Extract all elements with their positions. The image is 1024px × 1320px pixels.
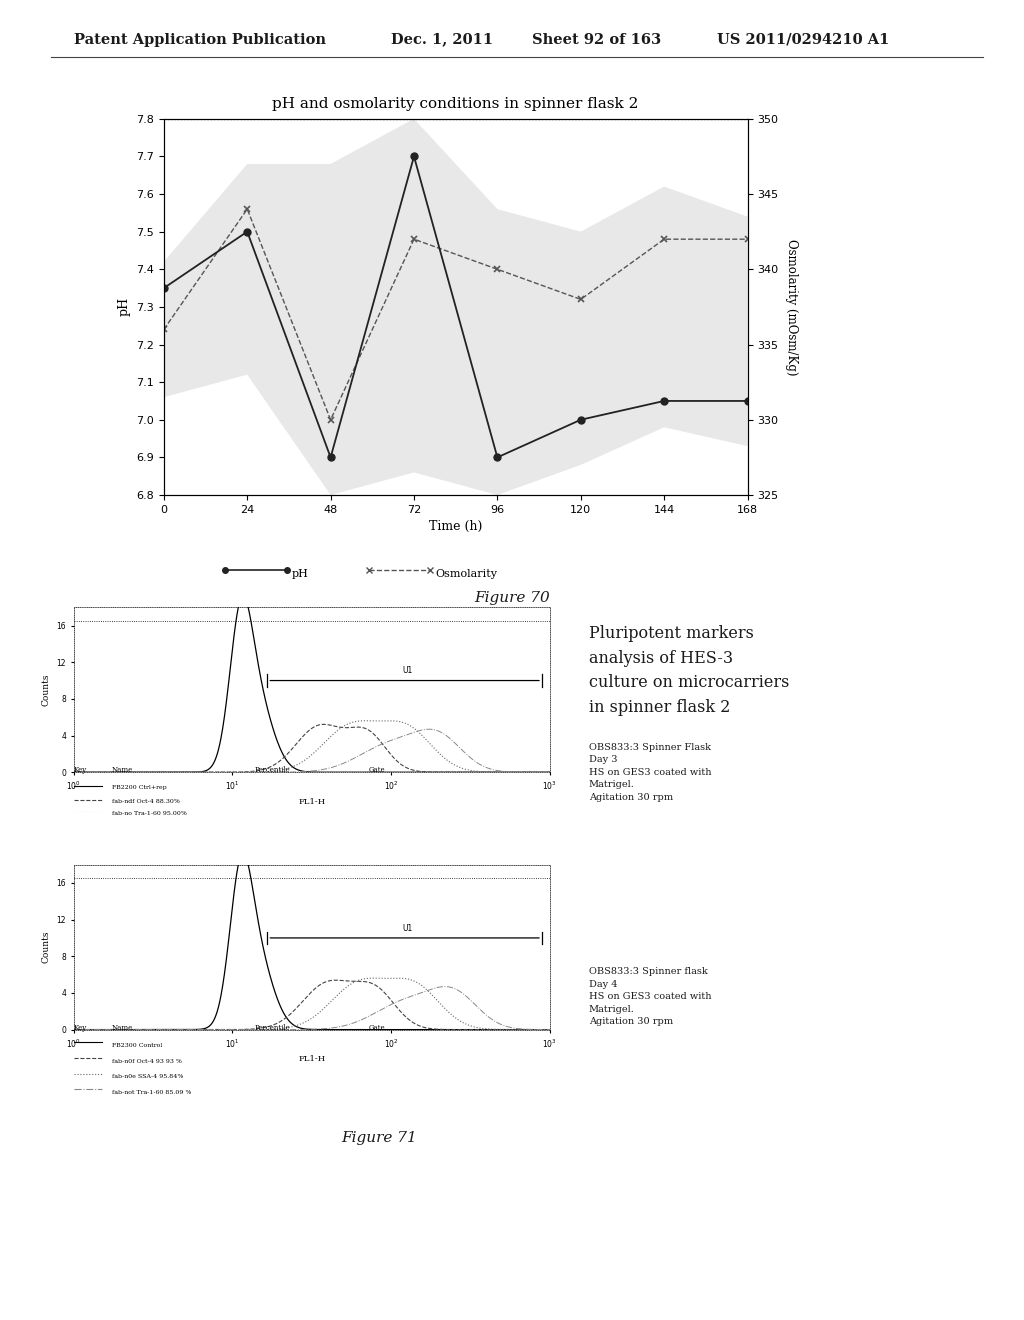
pH: [241, 223, 253, 239]
Text: Dec. 1, 2011: Dec. 1, 2011: [391, 33, 494, 46]
Text: Patent Application Publication: Patent Application Publication: [74, 33, 326, 46]
X-axis label: Time (h): Time (h): [429, 520, 482, 533]
Text: Name: Name: [112, 766, 133, 774]
Y-axis label: Counts: Counts: [42, 931, 51, 964]
Osmolarity: [325, 412, 337, 428]
Text: FB2300 Control: FB2300 Control: [112, 1043, 162, 1048]
Osmolarity: [492, 261, 504, 277]
Osmolarity: [741, 231, 754, 247]
X-axis label: FL1-H: FL1-H: [298, 797, 326, 805]
Osmolarity: [574, 292, 587, 308]
Text: fab-n0f Oct-4 93 93 %: fab-n0f Oct-4 93 93 %: [112, 1059, 181, 1064]
pH: [325, 449, 337, 465]
Y-axis label: pH: pH: [118, 297, 131, 317]
Text: Gate: Gate: [369, 1024, 386, 1032]
Text: Figure 70: Figure 70: [474, 591, 550, 605]
Osmolarity: [408, 231, 420, 247]
Line: Osmolarity: Osmolarity: [161, 206, 751, 424]
pH: [408, 148, 420, 164]
Y-axis label: Osmolarity (mOsm/Kg): Osmolarity (mOsm/Kg): [784, 239, 798, 375]
Text: Percentile: Percentile: [255, 766, 290, 774]
Text: Figure 71: Figure 71: [341, 1131, 417, 1144]
Text: pH: pH: [292, 569, 308, 579]
Line: pH: pH: [161, 153, 751, 461]
pH: [492, 449, 504, 465]
Osmolarity: [241, 201, 253, 216]
Text: Percentile: Percentile: [255, 1024, 290, 1032]
pH: [658, 393, 671, 409]
Text: OBS833:3 Spinner flask
Day 4
HS on GES3 coated with
Matrigel.
Agitation 30 rpm: OBS833:3 Spinner flask Day 4 HS on GES3 …: [589, 968, 712, 1026]
Title: pH and osmolarity conditions in spinner flask 2: pH and osmolarity conditions in spinner …: [272, 96, 639, 111]
Osmolarity: [658, 231, 671, 247]
pH: [158, 280, 170, 296]
Text: Key: Key: [74, 1024, 87, 1032]
pH: [574, 412, 587, 428]
Text: U1: U1: [401, 667, 413, 676]
Text: U1: U1: [401, 924, 413, 933]
Osmolarity: [158, 322, 170, 338]
Text: fab-n0e SSA-4 95.84%: fab-n0e SSA-4 95.84%: [112, 1074, 183, 1080]
Text: fab-no Tra-1-60 95.00%: fab-no Tra-1-60 95.00%: [112, 812, 186, 816]
Text: Sheet 92 of 163: Sheet 92 of 163: [532, 33, 662, 46]
Text: Key: Key: [74, 766, 87, 774]
Text: fab-not Tra-1-60 85.09 %: fab-not Tra-1-60 85.09 %: [112, 1089, 191, 1094]
Text: Gate: Gate: [369, 766, 386, 774]
Y-axis label: Counts: Counts: [42, 673, 51, 706]
pH: [741, 393, 754, 409]
Text: US 2011/0294210 A1: US 2011/0294210 A1: [717, 33, 889, 46]
X-axis label: FL1-H: FL1-H: [298, 1055, 326, 1063]
Text: fab-ndf Oct-4 88.30%: fab-ndf Oct-4 88.30%: [112, 799, 179, 804]
Text: Pluripotent markers
analysis of HES-3
culture on microcarriers
in spinner flask : Pluripotent markers analysis of HES-3 cu…: [589, 624, 790, 717]
Text: OBS833:3 Spinner Flask
Day 3
HS on GES3 coated with
Matrigel.
Agitation 30 rpm: OBS833:3 Spinner Flask Day 3 HS on GES3 …: [589, 743, 712, 801]
Text: FB2200 Ctrl+rep: FB2200 Ctrl+rep: [112, 785, 167, 791]
Polygon shape: [164, 119, 748, 495]
Text: Name: Name: [112, 1024, 133, 1032]
Text: Osmolarity: Osmolarity: [435, 569, 498, 579]
